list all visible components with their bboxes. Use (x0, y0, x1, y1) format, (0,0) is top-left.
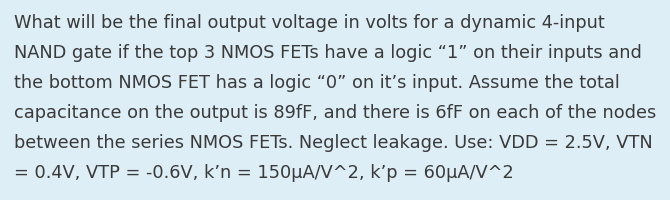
Text: between the series NMOS FETs. Neglect leakage. Use: VDD = 2.5V, VTN: between the series NMOS FETs. Neglect le… (14, 134, 653, 152)
Text: What will be the final output voltage in volts for a dynamic 4-input: What will be the final output voltage in… (14, 14, 605, 32)
Text: the bottom NMOS FET has a logic “0” on it’s input. Assume the total: the bottom NMOS FET has a logic “0” on i… (14, 74, 620, 92)
Text: NAND gate if the top 3 NMOS FETs have a logic “1” on their inputs and: NAND gate if the top 3 NMOS FETs have a … (14, 44, 642, 62)
Text: = 0.4V, VTP = -0.6V, k’n = 150μA/V^2, k’p = 60μA/V^2: = 0.4V, VTP = -0.6V, k’n = 150μA/V^2, k’… (14, 164, 514, 182)
Text: capacitance on the output is 89fF, and there is 6fF on each of the nodes: capacitance on the output is 89fF, and t… (14, 104, 656, 122)
